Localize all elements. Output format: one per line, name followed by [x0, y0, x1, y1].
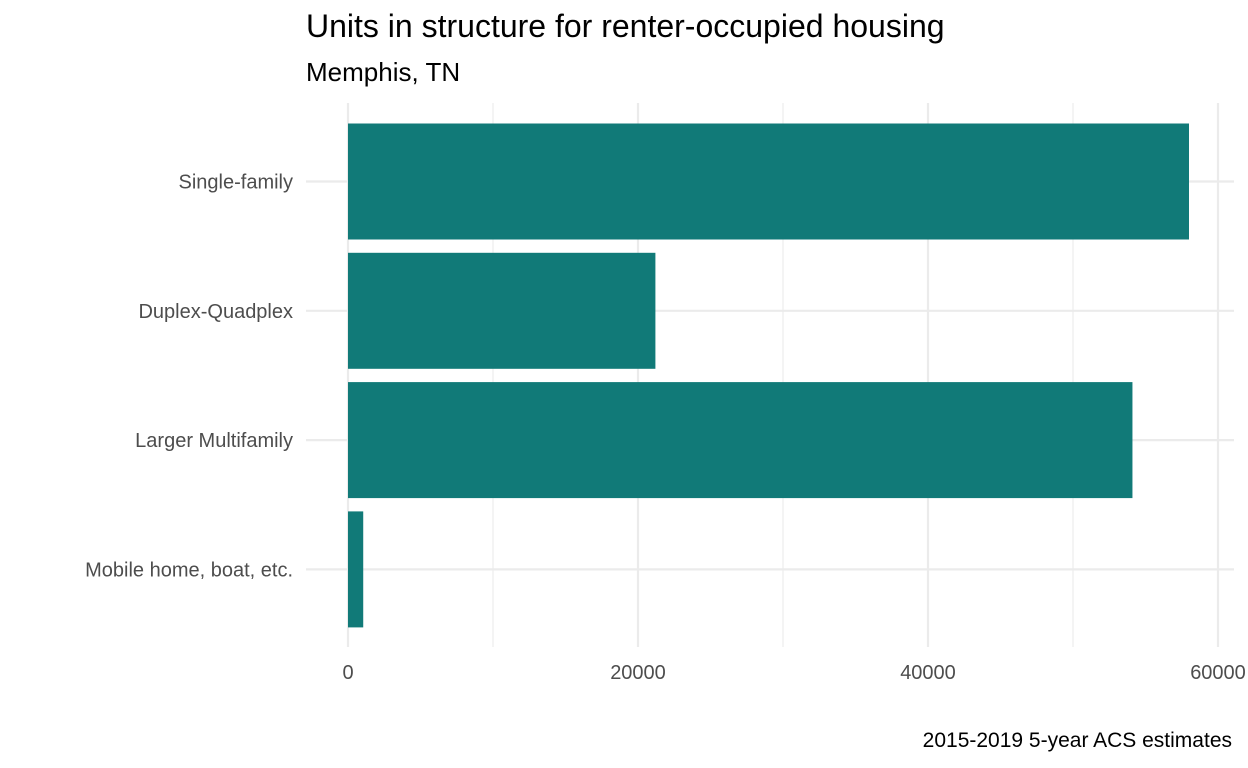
bar-0 — [348, 123, 1189, 240]
bar-1 — [348, 252, 656, 369]
bars — [348, 123, 1189, 628]
y-tick-label: Single-family — [179, 172, 293, 194]
chart-caption: 2015-2019 5-year ACS estimates — [922, 729, 1232, 752]
x-tick-label: 40000 — [900, 662, 956, 684]
y-tick-label: Duplex-Quadplex — [138, 301, 293, 323]
x-tick-label: 0 — [342, 662, 353, 684]
chart-title: Units in structure for renter-occupied h… — [306, 8, 945, 44]
chart-subtitle: Memphis, TN — [306, 57, 461, 87]
bar-2 — [348, 382, 1133, 499]
y-axis-tick-labels: Single-family Duplex-Quadplex Larger Multi… — [85, 172, 293, 582]
x-tick-label: 20000 — [610, 662, 666, 684]
bar-3 — [348, 511, 364, 628]
x-axis-tick-labels: 0 20000 40000 60000 — [342, 662, 1245, 684]
y-tick-label: Mobile home, boat, etc. — [85, 559, 293, 581]
x-tick-label: 60000 — [1190, 662, 1246, 684]
y-tick-label: Larger Multifamily — [135, 430, 293, 452]
